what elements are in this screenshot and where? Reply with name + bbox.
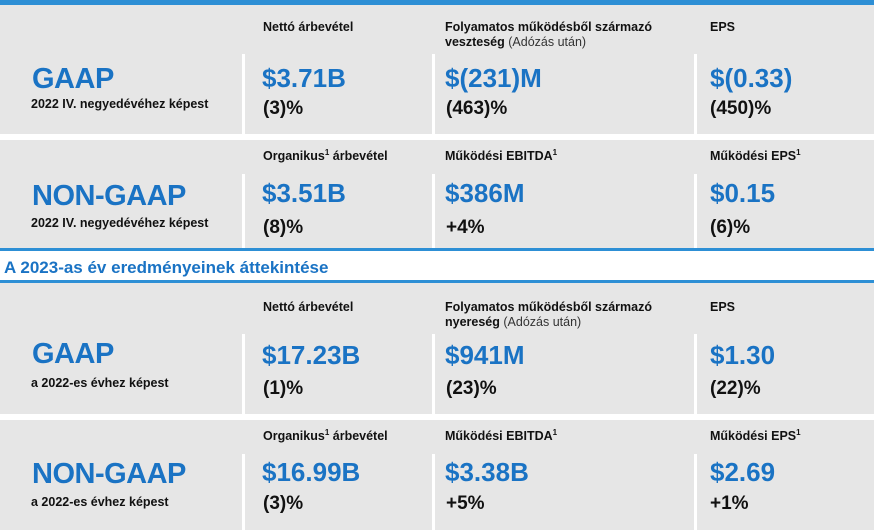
column-header: Folyamatos működésből származó veszteség… xyxy=(445,20,653,49)
section-title: A 2023-as év eredményeinek áttekintése xyxy=(4,258,329,277)
section-accent-bar xyxy=(0,248,874,251)
top-accent-bar xyxy=(0,0,874,5)
column-divider xyxy=(432,334,435,414)
column-divider xyxy=(242,454,245,530)
column-divider xyxy=(694,334,697,414)
metric-value: $(0.33) xyxy=(710,63,793,93)
metric-value: $1.30 xyxy=(710,340,776,370)
metric-change: +1% xyxy=(710,493,749,514)
metric-change: +5% xyxy=(446,493,485,514)
metric-value: $(231)M xyxy=(445,63,542,93)
row-subtitle: 2022 IV. negyedévéhez képest xyxy=(31,216,209,230)
column-divider xyxy=(242,334,245,414)
column-divider xyxy=(242,174,245,248)
metric-value: $3.38B xyxy=(445,457,529,487)
column-divider xyxy=(432,174,435,248)
row-divider xyxy=(0,414,874,420)
row-title-nongaap: NON-GAAP xyxy=(32,180,186,212)
metric-value: $386M xyxy=(445,178,525,208)
metric-change: +4% xyxy=(446,217,485,238)
fy-results-panel xyxy=(0,283,874,530)
column-header: Nettó árbevétel xyxy=(263,20,354,34)
column-header: EPS xyxy=(710,20,736,34)
metric-change: (3)% xyxy=(263,493,304,514)
column-divider xyxy=(694,454,697,530)
column-header: Folyamatos működésből származó nyereség … xyxy=(445,300,653,329)
metric-value: $16.99B xyxy=(262,457,361,487)
column-header: Működési EPS1 xyxy=(710,427,801,443)
column-header: Organikus1 árbevétel xyxy=(263,427,388,443)
metric-change: (463)% xyxy=(446,98,508,119)
metric-change: (8)% xyxy=(263,217,304,238)
metric-value: $941M xyxy=(445,340,525,370)
metric-value: $3.71B xyxy=(262,63,346,93)
column-header: Nettó árbevétel xyxy=(263,300,354,314)
section-accent-bar xyxy=(0,280,874,283)
column-header: Organikus1 árbevétel xyxy=(263,147,388,163)
metric-value: $2.69 xyxy=(710,457,776,487)
row-subtitle: a 2022-es évhez képest xyxy=(31,376,169,390)
column-header: Működési EBITDA1 xyxy=(445,147,558,163)
column-header: Működési EPS1 xyxy=(710,147,801,163)
metric-value: $3.51B xyxy=(262,178,346,208)
q4-results-panel xyxy=(0,5,874,248)
column-header: Működési EBITDA1 xyxy=(445,427,558,443)
metric-change: (6)% xyxy=(710,217,751,238)
metric-value: $17.23B xyxy=(262,340,361,370)
column-divider xyxy=(432,454,435,530)
metric-change: (23)% xyxy=(446,378,497,399)
row-title-gaap: GAAP xyxy=(32,338,114,370)
column-divider xyxy=(694,174,697,248)
metric-change: (1)% xyxy=(263,378,304,399)
metric-change: (22)% xyxy=(710,378,761,399)
metric-change: (3)% xyxy=(263,98,304,119)
row-title-nongaap: NON-GAAP xyxy=(32,458,186,490)
row-subtitle: 2022 IV. negyedévéhez képest xyxy=(31,97,209,111)
row-subtitle: a 2022-es évhez képest xyxy=(31,495,169,509)
metric-value: $0.15 xyxy=(710,178,776,208)
metric-change: (450)% xyxy=(710,98,772,119)
column-divider xyxy=(694,54,697,134)
row-title-gaap: GAAP xyxy=(32,63,114,95)
column-header: EPS xyxy=(710,300,736,314)
row-divider xyxy=(0,134,874,140)
column-divider xyxy=(432,54,435,134)
column-divider xyxy=(242,54,245,134)
